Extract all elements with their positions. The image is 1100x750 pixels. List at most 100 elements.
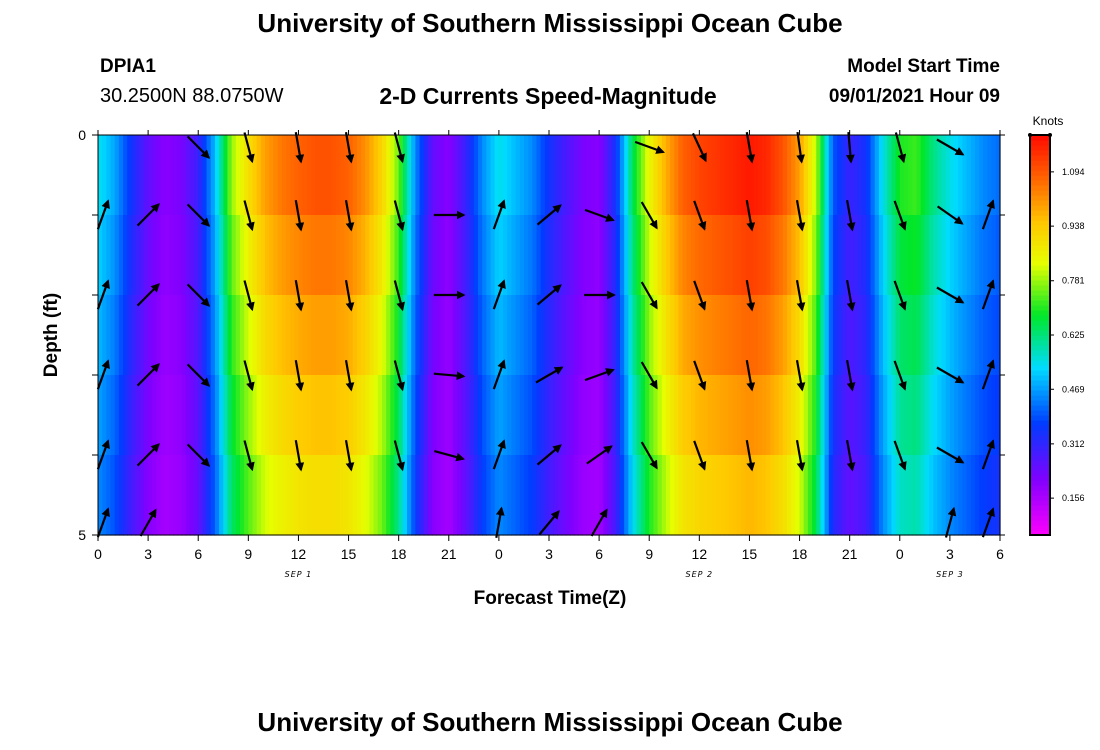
heatmap-cell <box>582 455 588 536</box>
heatmap-cell <box>381 135 387 216</box>
heatmap-cell <box>156 295 162 376</box>
heatmap-cell <box>670 455 675 536</box>
colorbar-segment <box>1030 290 1050 296</box>
heatmap-cell <box>845 375 851 456</box>
heatmap-cell <box>970 295 976 376</box>
heatmap-cell <box>929 455 934 536</box>
heatmap-cell <box>461 375 467 456</box>
heatmap-cell <box>440 135 446 216</box>
heatmap-cell <box>945 215 951 296</box>
heatmap-cell <box>407 375 412 456</box>
heatmap-cell <box>941 135 947 216</box>
heatmap-cell <box>223 295 229 376</box>
heatmap-cell <box>290 295 295 376</box>
current-vector-arrow <box>344 200 355 232</box>
heatmap-cell <box>883 295 888 376</box>
heatmap-cell <box>315 375 320 456</box>
heatmap-cell <box>995 135 1001 216</box>
heatmap-cell <box>695 455 700 536</box>
heatmap-cell <box>98 455 103 536</box>
colorbar-segment <box>1030 365 1050 371</box>
heatmap-cell <box>503 135 508 216</box>
heatmap-cell <box>319 215 325 296</box>
heatmap-cell <box>110 215 116 296</box>
current-vector-arrow <box>294 200 305 232</box>
heatmap-cell <box>256 295 262 376</box>
heatmap-cell <box>791 455 796 536</box>
heatmap-cell <box>812 215 817 296</box>
current-vector-arrow <box>944 506 957 538</box>
heatmap-cell <box>269 135 274 216</box>
heatmap-cell <box>231 455 237 536</box>
heatmap-cell <box>703 135 709 216</box>
heatmap-cell <box>586 135 592 216</box>
current-vector-arrow <box>693 200 707 231</box>
heatmap-cell <box>202 215 208 296</box>
heatmap-cell <box>619 295 625 376</box>
heatmap-cell <box>110 295 116 376</box>
heatmap-cell <box>327 375 333 456</box>
heatmap-cell <box>402 295 408 376</box>
heatmap-cell <box>544 455 550 536</box>
heatmap-cell <box>219 455 224 536</box>
heatmap-cell <box>444 295 450 376</box>
heatmap-cell <box>728 215 734 296</box>
heatmap-cell <box>348 295 354 376</box>
colorbar-segment <box>1030 395 1050 401</box>
heatmap-cell <box>791 215 796 296</box>
current-vector-arrow <box>136 283 160 307</box>
heatmap-cell <box>716 215 721 296</box>
heatmap-cell <box>958 295 964 376</box>
heatmap-cell <box>356 375 362 456</box>
heatmap-cell <box>281 215 287 296</box>
x-tick-label: 21 <box>842 546 858 562</box>
heatmap-cell <box>310 215 316 296</box>
colorbar-tick-label: 0.312 <box>1062 439 1085 449</box>
heatmap-cell <box>173 295 178 376</box>
colorbar-tick-label: 0.625 <box>1062 330 1085 340</box>
heatmap-cell <box>478 455 483 536</box>
heatmap-cell <box>862 295 867 376</box>
heatmap-cell <box>106 375 112 456</box>
heatmap-cell <box>98 215 103 296</box>
heatmap-cell <box>306 375 312 456</box>
heatmap-cell <box>920 215 926 296</box>
heatmap-cell <box>870 215 876 296</box>
heatmap-cell <box>473 295 479 376</box>
heatmap-cell <box>427 375 433 456</box>
heatmap-cell <box>160 135 166 216</box>
heatmap-cell <box>895 215 901 296</box>
heatmap-cell <box>544 375 550 456</box>
heatmap-cell <box>415 215 421 296</box>
heatmap-cell <box>645 295 650 376</box>
current-vector-arrow <box>136 203 160 227</box>
heatmap-cell <box>690 295 696 376</box>
heatmap-cell <box>766 375 771 456</box>
y-axis-label: Depth (ft) <box>41 293 62 377</box>
current-vector-arrow <box>640 441 658 470</box>
heatmap-cell <box>348 455 354 536</box>
current-vector-arrow <box>393 280 405 312</box>
heatmap-cell <box>448 455 454 536</box>
heatmap-cell <box>774 375 780 456</box>
colorbar-segment <box>1030 285 1050 291</box>
heatmap-cell <box>649 215 654 296</box>
heatmap-cell <box>674 455 680 536</box>
heatmap-cell <box>611 215 617 296</box>
heatmap-cell <box>574 295 579 376</box>
heatmap-cell <box>958 375 964 456</box>
heatmap-cell <box>557 215 563 296</box>
heatmap-cell <box>699 375 705 456</box>
heatmap-cell <box>523 135 529 216</box>
heatmap-cell <box>649 375 654 456</box>
heatmap-cell <box>657 455 663 536</box>
heatmap-cell <box>252 135 258 216</box>
heatmap-cell <box>373 375 379 456</box>
heatmap-cell <box>553 455 558 536</box>
heatmap-cell <box>102 375 107 456</box>
heatmap-cell <box>954 455 959 536</box>
heatmap-cell <box>294 135 300 216</box>
footer-title: University of Southern Mississippi Ocean… <box>257 707 843 737</box>
heatmap-cell <box>824 375 830 456</box>
heatmap-cell <box>494 135 500 216</box>
